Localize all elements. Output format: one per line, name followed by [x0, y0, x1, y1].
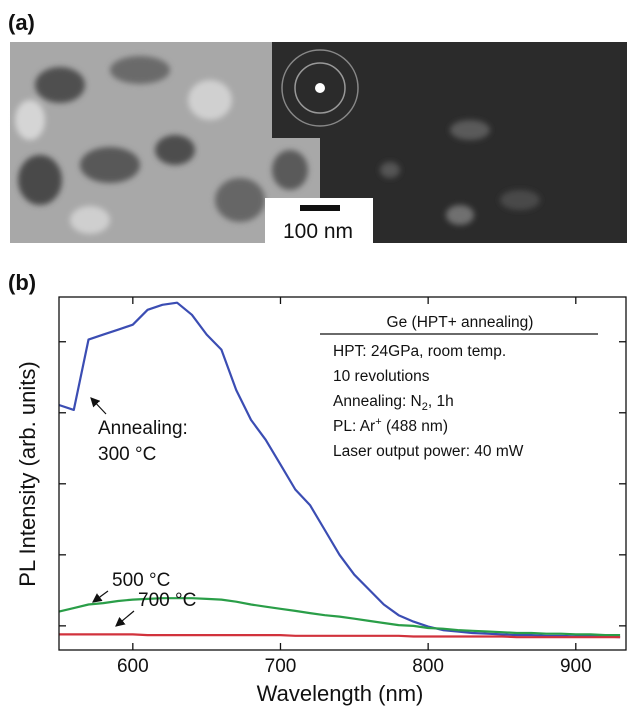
panel-label: (b) — [8, 270, 36, 295]
spectrum-line — [58, 301, 621, 639]
spectrum-line — [59, 633, 621, 639]
arrow — [115, 610, 135, 627]
x-tick-label: 800 — [412, 656, 444, 677]
scale-bar-label: 100 nm — [283, 220, 353, 243]
x-tick-label: 700 — [265, 656, 297, 677]
tem-image — [10, 42, 627, 243]
info-box: Ge (HPT+ annealing) HPT: 24GPa, room tem… — [320, 314, 598, 460]
curve-label: 300 °C — [98, 444, 156, 465]
info-line: PL: Ar+ (488 nm) — [333, 416, 448, 435]
panel-label: (a) — [8, 10, 35, 35]
info-title: Ge (HPT+ annealing) — [387, 314, 534, 331]
curve-label: 500 °C — [112, 570, 170, 591]
plot-frame — [58, 296, 627, 651]
arrow — [90, 397, 107, 415]
x-tick-label: 900 — [560, 656, 592, 677]
x-tick-label: 600 — [117, 656, 149, 677]
x-axis-label: Wavelength (nm) — [257, 681, 424, 706]
info-line: 10 revolutions — [333, 368, 430, 385]
arrow — [92, 590, 109, 603]
info-line: Laser output power: 40 mW — [333, 443, 524, 460]
info-line: Annealing: N2, 1h — [333, 393, 454, 413]
annotation: Annealing: — [98, 418, 188, 439]
y-axis-label: PL Intensity (arb. units) — [15, 361, 40, 586]
plot-area: 600 700 800 900 — [58, 296, 627, 677]
info-line: HPT: 24GPa, room temp. — [333, 343, 506, 360]
spectrum-line — [58, 597, 621, 637]
curve-label: 700 °C — [138, 590, 196, 611]
